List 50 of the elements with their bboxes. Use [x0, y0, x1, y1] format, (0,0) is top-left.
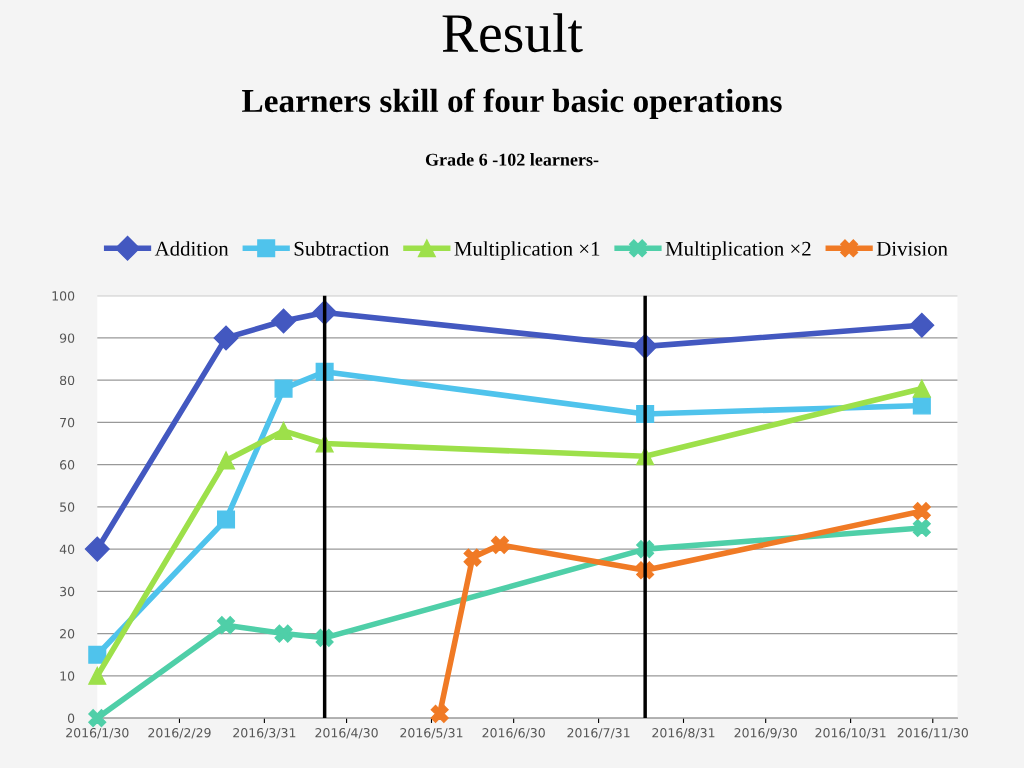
y-tick-label: 40 — [59, 544, 75, 555]
point — [912, 379, 931, 398]
legend-label: Division — [876, 241, 948, 256]
x-tick-label: 2016/2/29 — [148, 728, 211, 739]
point — [274, 379, 293, 398]
y-tick-label: 70 — [60, 417, 75, 428]
x-tick-label: 2016/4/30 — [315, 728, 378, 739]
point — [217, 510, 236, 529]
point — [912, 396, 931, 415]
y-tick-label: 0 — [67, 713, 75, 724]
x-tick-label: 2016/3/31 — [233, 728, 296, 739]
point — [912, 502, 931, 521]
text: Grade 6 -102 learners- — [425, 153, 599, 166]
y-tick-label: 80 — [60, 375, 75, 386]
point — [912, 518, 931, 538]
point — [213, 325, 239, 351]
y-tick-label: 20 — [60, 629, 75, 639]
legend-label: Multiplication ×1 — [454, 241, 600, 261]
point — [217, 616, 236, 635]
x-tick-label: 2016/6/30 — [482, 728, 545, 739]
point — [88, 645, 107, 664]
point — [88, 709, 107, 728]
x-tick-label: 2016/11/30 — [897, 728, 968, 739]
point — [430, 704, 449, 723]
y-tick-label: 10 — [60, 671, 75, 681]
legend-label: Addition — [154, 241, 229, 256]
point — [490, 535, 509, 554]
y-tick-label: 50 — [60, 502, 75, 512]
point — [217, 451, 236, 470]
point — [274, 421, 293, 440]
point — [274, 624, 293, 643]
x-tick-label: 2016/5/31 — [400, 728, 463, 739]
point — [271, 308, 297, 334]
x-tick-label: 2016/7/31 — [567, 728, 630, 739]
point — [463, 548, 482, 567]
y-tick-label: 30 — [60, 586, 75, 597]
x-tick-label: 2016/9/30 — [734, 728, 797, 739]
legend-label: Subtraction — [294, 241, 390, 256]
x-tick-label: 2016/8/31 — [652, 728, 715, 739]
point — [88, 666, 107, 685]
point — [84, 536, 110, 562]
legend-label: Multiplication ×2 — [665, 241, 811, 261]
x-tick-label: 2016/1/30 — [66, 728, 129, 739]
y-tick-label: 100 — [52, 291, 75, 301]
chart-subtitle: Learners skill of four basic operations — [242, 88, 782, 119]
x-tick-label: 2016/10/31 — [815, 728, 886, 739]
y-tick-label: 90 — [59, 333, 75, 343]
chart-title: Result — [442, 13, 583, 53]
point — [909, 312, 935, 338]
y-tick-label: 60 — [60, 460, 75, 470]
